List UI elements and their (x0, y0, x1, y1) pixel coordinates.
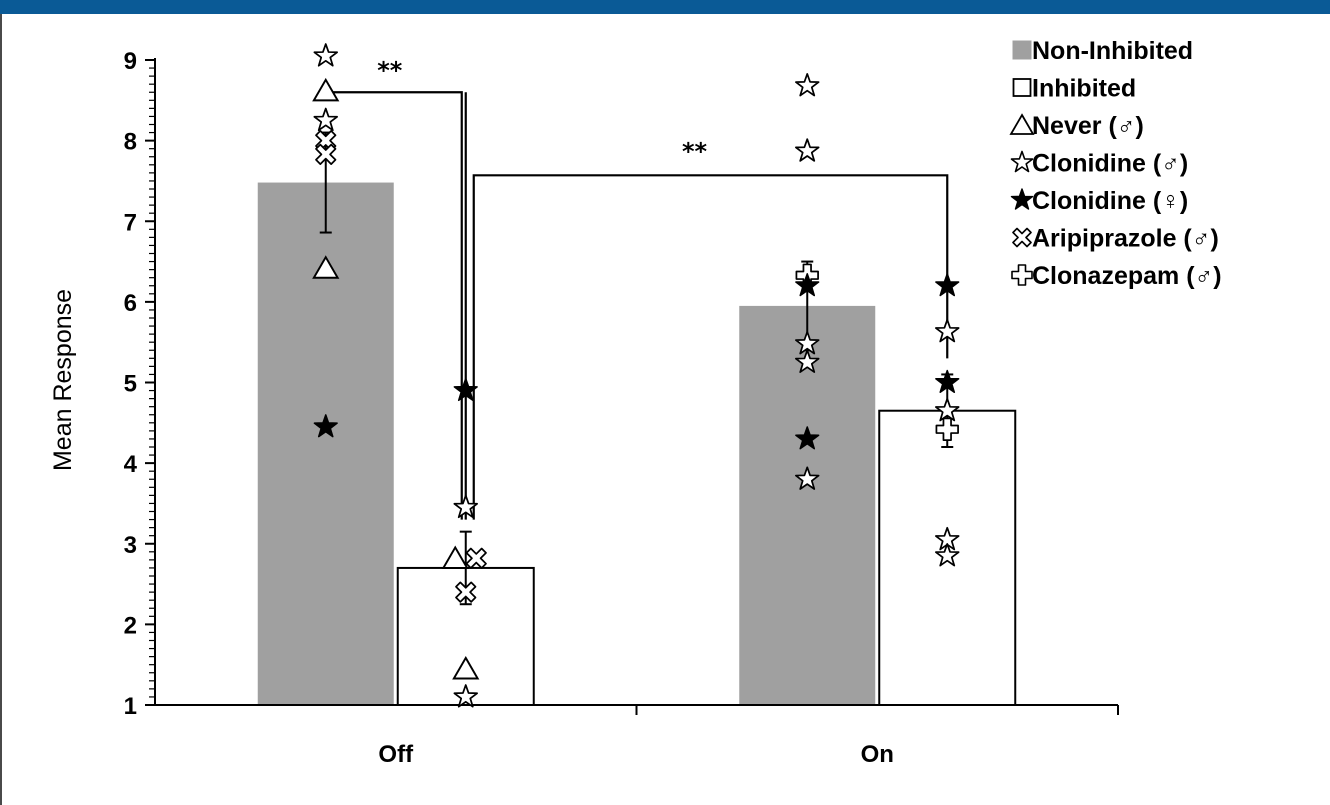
y-tick-label: 6 (124, 290, 137, 317)
y-tick-label: 3 (124, 532, 137, 559)
legend-label: Inhibited (1032, 75, 1136, 103)
data-point-open-star (795, 138, 820, 162)
significance-line (472, 174, 949, 520)
legend-item: Clonazepam (♂) (1011, 262, 1222, 290)
legend-label: Clonidine (♂) (1032, 150, 1188, 178)
axes-layer: 1 2 3 4 5 6 7 8 9 Off On (124, 48, 1119, 768)
legend-marker-filled-star (1010, 188, 1034, 210)
legend-label: Aripiprazole (♂) (1032, 225, 1219, 253)
significance-line (325, 91, 463, 520)
y-tick-label: 5 (124, 371, 137, 398)
legend-marker-filled-square (1012, 40, 1032, 60)
data-point-open-x (465, 547, 487, 569)
x-category-label: On (861, 741, 894, 768)
legend-label: Clonazepam (♂) (1032, 262, 1222, 290)
y-tick-label: 2 (124, 612, 137, 639)
y-tick-label: 9 (124, 48, 137, 75)
legend-item: Clonidine (♂) (1010, 150, 1188, 178)
left-border (0, 14, 2, 805)
legend-item: Aripiprazole (♂) (1012, 225, 1219, 253)
y-axis-label: Mean Response (49, 289, 77, 471)
legend-marker-open-x (1012, 227, 1032, 248)
legend-marker-open-star (1010, 150, 1034, 173)
legend-marker-open-triangle (1010, 114, 1034, 135)
data-point-open-star (795, 73, 820, 97)
legend-marker-open-cross (1011, 264, 1033, 286)
legend-item: Never (♂) (1010, 112, 1144, 140)
top-banner (0, 0, 1330, 14)
legend-label: Clonidine (♀) (1032, 187, 1188, 215)
legend-label: Non-Inhibited (1032, 37, 1193, 65)
data-point-open-triangle (442, 546, 469, 569)
y-tick-label: 1 (124, 693, 137, 720)
bar-non-inhibited-on (739, 305, 876, 705)
legend-marker-open-square (1012, 78, 1032, 97)
legend-item: Non-Inhibited (1012, 37, 1193, 65)
significance-layer: ** ** (325, 56, 949, 520)
x-category-label: Off (378, 741, 414, 768)
legend-item: Clonidine (♀) (1010, 187, 1188, 215)
data-point-open-triangle (312, 78, 339, 102)
y-tick-label: 7 (124, 209, 137, 236)
legend: Non-Inhibited Inhibited Never (♂) Clonidine… (1010, 37, 1222, 290)
legend-item: Inhibited (1012, 75, 1136, 103)
significance-bracket: ** (325, 56, 467, 520)
y-tick-label: 4 (124, 451, 138, 478)
significance-label: ** (682, 137, 708, 165)
bars-layer (257, 182, 1017, 706)
y-tick-label: 8 (124, 129, 137, 156)
data-point-open-star (313, 43, 338, 67)
significance-label: ** (377, 56, 403, 84)
data-point-open-star (313, 107, 338, 132)
legend-label: Never (♂) (1032, 112, 1144, 140)
significance-bracket: ** (472, 137, 949, 520)
